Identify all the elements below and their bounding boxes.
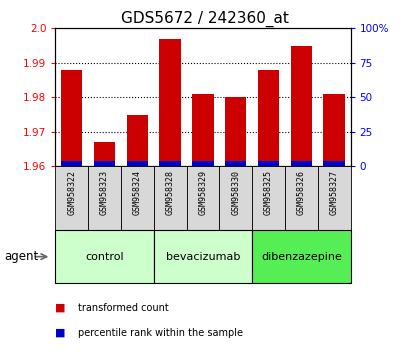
Text: GSM958323: GSM958323 bbox=[100, 170, 109, 215]
Text: percentile rank within the sample: percentile rank within the sample bbox=[78, 328, 242, 338]
Bar bbox=[290, 46, 311, 166]
Bar bbox=[323, 94, 344, 166]
Bar bbox=[94, 161, 115, 166]
Bar bbox=[192, 94, 213, 166]
Bar bbox=[284, 166, 317, 230]
Bar bbox=[252, 230, 350, 283]
Bar bbox=[121, 166, 153, 230]
Bar bbox=[55, 166, 88, 230]
Bar bbox=[88, 166, 121, 230]
Bar bbox=[317, 166, 350, 230]
Bar bbox=[219, 166, 252, 230]
Bar bbox=[61, 70, 82, 166]
Bar bbox=[192, 161, 213, 166]
Bar bbox=[323, 161, 344, 166]
Text: ■: ■ bbox=[55, 303, 66, 313]
Text: GSM958324: GSM958324 bbox=[133, 170, 142, 215]
Text: GSM958327: GSM958327 bbox=[329, 170, 338, 215]
Bar bbox=[94, 142, 115, 166]
Text: GSM958330: GSM958330 bbox=[231, 170, 240, 215]
Text: GDS5672 / 242360_at: GDS5672 / 242360_at bbox=[121, 11, 288, 27]
Text: GSM958329: GSM958329 bbox=[198, 170, 207, 215]
Bar bbox=[257, 161, 279, 166]
Text: ■: ■ bbox=[55, 328, 66, 338]
Bar bbox=[290, 161, 311, 166]
Bar bbox=[159, 161, 180, 166]
Bar bbox=[126, 161, 148, 166]
Text: bevacizumab: bevacizumab bbox=[165, 252, 240, 262]
Text: GSM958322: GSM958322 bbox=[67, 170, 76, 215]
Bar bbox=[153, 166, 186, 230]
Text: agent: agent bbox=[4, 250, 38, 263]
Text: transformed count: transformed count bbox=[78, 303, 168, 313]
Bar bbox=[225, 97, 246, 166]
Text: control: control bbox=[85, 252, 124, 262]
Bar bbox=[186, 166, 219, 230]
Bar bbox=[153, 230, 252, 283]
Bar bbox=[257, 70, 279, 166]
Bar bbox=[126, 115, 148, 166]
Bar bbox=[55, 230, 153, 283]
Text: GSM958328: GSM958328 bbox=[165, 170, 174, 215]
Bar bbox=[225, 161, 246, 166]
Bar bbox=[252, 166, 284, 230]
Bar bbox=[61, 161, 82, 166]
Bar bbox=[159, 39, 180, 166]
Text: GSM958325: GSM958325 bbox=[263, 170, 272, 215]
Text: dibenzazepine: dibenzazepine bbox=[260, 252, 341, 262]
Text: GSM958326: GSM958326 bbox=[296, 170, 305, 215]
